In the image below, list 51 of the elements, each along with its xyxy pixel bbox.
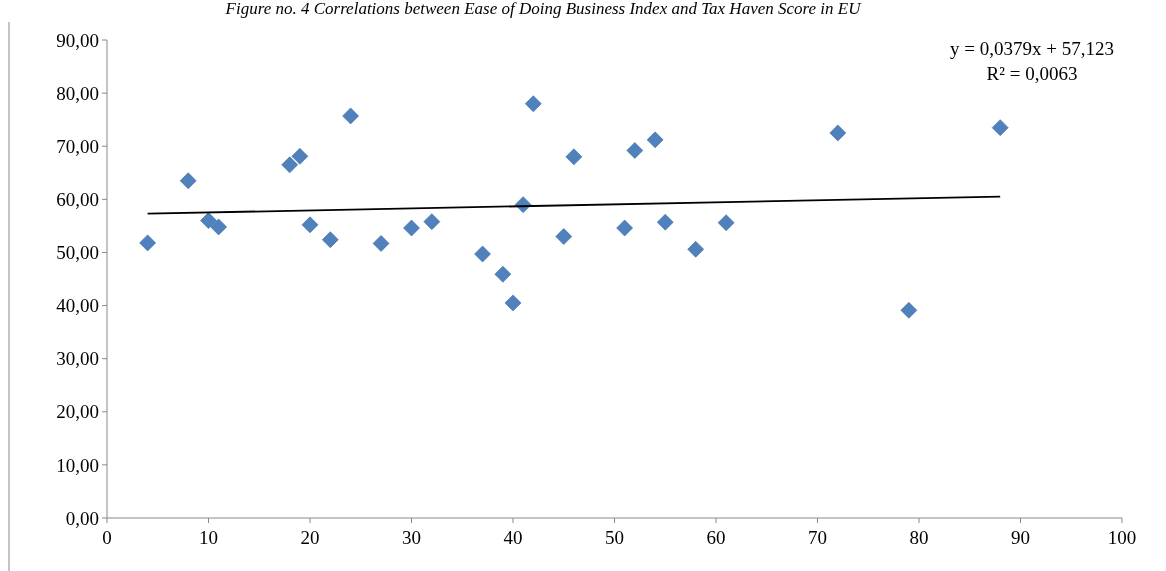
point bbox=[900, 302, 918, 319]
y-tick-label: 30,00 bbox=[56, 348, 99, 370]
point bbox=[525, 95, 542, 113]
point bbox=[626, 142, 644, 159]
x-tick-label: 0 bbox=[102, 527, 112, 548]
point bbox=[301, 216, 319, 234]
x-tick-label: 70 bbox=[808, 527, 827, 548]
point bbox=[616, 219, 633, 237]
point bbox=[494, 265, 512, 283]
point bbox=[656, 213, 674, 231]
chart-title: Figure no. 4 Correlations between Ease of Doing Business Index and Tax Haven Score in EU bbox=[224, 0, 863, 18]
y-tick-label: 50,00 bbox=[56, 242, 99, 264]
x-tick-label: 80 bbox=[909, 527, 929, 548]
x-tick-label: 60 bbox=[706, 527, 726, 548]
x-tick-label: 100 bbox=[1107, 527, 1137, 548]
annotation: y = 0,0379x + 57,123 bbox=[950, 38, 1114, 59]
y-tick-label: 70,00 bbox=[56, 135, 99, 157]
point bbox=[322, 231, 339, 248]
point bbox=[423, 213, 441, 230]
x-tick-label: 20 bbox=[300, 527, 320, 548]
point bbox=[291, 148, 309, 165]
point bbox=[555, 228, 573, 245]
point bbox=[687, 240, 704, 258]
point bbox=[342, 107, 359, 125]
point bbox=[504, 294, 522, 312]
y-tick-label: 60,00 bbox=[56, 188, 99, 210]
y-tick-label: 20,00 bbox=[56, 401, 99, 423]
point bbox=[646, 131, 664, 149]
y-tick-label: 10,00 bbox=[56, 454, 99, 476]
x-tick-label: 30 bbox=[402, 527, 421, 548]
point bbox=[139, 234, 156, 252]
point bbox=[991, 119, 1009, 136]
annotation: R² = 0,0063 bbox=[986, 63, 1078, 84]
x-tick-label: 10 bbox=[199, 527, 218, 548]
point bbox=[281, 156, 298, 174]
x-tick-label: 90 bbox=[1011, 527, 1030, 548]
point bbox=[403, 219, 420, 237]
x-tick-label: 40 bbox=[503, 527, 523, 548]
point bbox=[717, 214, 735, 231]
y-tick-label: 90,00 bbox=[56, 29, 99, 51]
point bbox=[565, 148, 583, 166]
y-tick-label: 80,00 bbox=[56, 82, 99, 104]
y-tick-label: 0,00 bbox=[65, 507, 99, 529]
point bbox=[829, 124, 847, 142]
point bbox=[474, 245, 491, 263]
point bbox=[210, 218, 227, 236]
point bbox=[200, 212, 217, 229]
y-tick-label: 40,00 bbox=[56, 295, 99, 317]
point bbox=[372, 235, 390, 252]
x-tick-label: 50 bbox=[605, 527, 624, 548]
point bbox=[179, 172, 197, 190]
